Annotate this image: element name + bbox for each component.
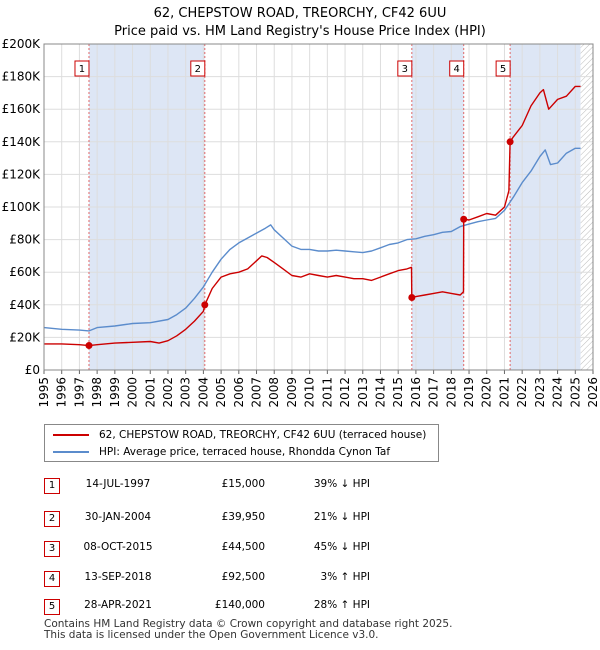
legend-swatch-property xyxy=(53,434,89,436)
sale-price: £140,000 xyxy=(214,599,265,611)
sale-point xyxy=(408,293,416,301)
footer-licence: This data is licensed under the Open Gov… xyxy=(44,629,379,641)
sale-row: 5 28-APR-2021 £140,000 28% ↑ HPI xyxy=(0,596,600,626)
sale-point xyxy=(506,138,514,146)
y-tick-label: £200K xyxy=(2,37,42,51)
x-tick-label: 2009 xyxy=(285,377,299,408)
sale-date: 14-JUL-1997 xyxy=(85,478,151,490)
sale-number: 3 xyxy=(44,541,60,557)
legend-label-property: 62, CHEPSTOW ROAD, TREORCHY, CF42 6UU (t… xyxy=(99,429,427,441)
x-tick-label: 2019 xyxy=(462,377,476,408)
legend-label-hpi: HPI: Average price, terraced house, Rhon… xyxy=(99,446,391,458)
property-series-line xyxy=(44,85,581,347)
y-tick-label: £100K xyxy=(2,200,42,214)
x-tick-label: 2013 xyxy=(356,377,370,408)
x-tick-label: 1999 xyxy=(108,377,122,408)
sale-label-number: 2 xyxy=(195,64,201,75)
chart-subtitle: Price paid vs. HM Land Registry's House … xyxy=(114,24,486,39)
sale-number: 4 xyxy=(44,571,60,587)
x-tick-label: 2022 xyxy=(515,377,529,408)
sale-point xyxy=(460,215,468,223)
sale-label-box xyxy=(74,60,90,77)
sale-number: 1 xyxy=(44,478,60,494)
x-tick-label: 1996 xyxy=(55,377,69,408)
sale-hpi-change: 28% ↑ HPI xyxy=(313,599,370,611)
x-tick-label: 2026 xyxy=(586,377,600,408)
x-tick-label: 2007 xyxy=(250,377,264,408)
sale-date: 13-SEP-2018 xyxy=(84,571,152,583)
sale-date: 30-JAN-2004 xyxy=(84,511,152,523)
x-tick-label: 2024 xyxy=(551,377,565,408)
x-tick-label: 2002 xyxy=(161,377,175,408)
legend: 62, CHEPSTOW ROAD, TREORCHY, CF42 6UU (t… xyxy=(44,424,439,462)
x-tick-label: 1998 xyxy=(90,377,104,408)
y-tick-label: £120K xyxy=(2,167,42,181)
y-tick-label: £0 xyxy=(25,363,40,377)
y-tick-label: £180K xyxy=(2,70,42,84)
x-tick-label: 2005 xyxy=(214,377,228,408)
sale-point xyxy=(85,342,93,350)
x-tick-label: 2017 xyxy=(427,377,441,408)
x-tick-label: 2016 xyxy=(409,377,423,408)
legend-item-hpi: HPI: Average price, terraced house, Rhon… xyxy=(53,444,390,460)
sale-row: 1 14-JUL-1997 £15,000 39% ↓ HPI xyxy=(0,475,600,505)
x-tick-label: 2015 xyxy=(391,377,405,408)
sale-label-number: 5 xyxy=(500,64,506,75)
sale-row: 2 30-JAN-2004 £39,950 21% ↓ HPI xyxy=(0,508,600,538)
x-tick-label: 2003 xyxy=(179,377,193,408)
sale-hpi-change: 3% ↑ HPI xyxy=(320,571,370,583)
y-tick-label: £140K xyxy=(2,135,42,149)
sale-label-box xyxy=(397,60,413,77)
x-tick-label: 2008 xyxy=(267,377,281,408)
x-tick-label: 2023 xyxy=(533,377,547,408)
sale-price: £15,000 xyxy=(221,478,265,490)
y-tick-label: £160K xyxy=(2,102,42,116)
sale-number: 5 xyxy=(44,599,60,615)
sale-label-number: 1 xyxy=(79,64,85,75)
sale-label-box xyxy=(190,60,206,77)
sale-row: 4 13-SEP-2018 £92,500 3% ↑ HPI xyxy=(0,568,600,598)
legend-item-property: 62, CHEPSTOW ROAD, TREORCHY, CF42 6UU (t… xyxy=(53,427,426,443)
x-tick-label: 2025 xyxy=(568,377,582,408)
y-tick-label: £80K xyxy=(9,233,41,247)
y-tick-label: £20K xyxy=(9,330,41,344)
y-tick-label: £40K xyxy=(9,298,41,312)
x-tick-label: 2012 xyxy=(338,377,352,408)
sale-price: £44,500 xyxy=(221,541,265,553)
sale-price: £92,500 xyxy=(221,571,265,583)
y-tick-label: £60K xyxy=(9,265,41,279)
footer-copyright: Contains HM Land Registry data © Crown c… xyxy=(44,618,453,630)
x-tick-label: 2021 xyxy=(497,377,511,408)
sale-hpi-change: 21% ↓ HPI xyxy=(313,511,370,523)
hpi-series-line xyxy=(43,147,581,332)
x-tick-label: 2011 xyxy=(320,377,334,408)
sale-hpi-change: 45% ↓ HPI xyxy=(313,541,370,553)
x-tick-label: 2006 xyxy=(232,377,246,408)
sale-date: 28-APR-2021 xyxy=(84,599,152,611)
sale-point xyxy=(201,301,209,309)
sale-row: 3 08-OCT-2015 £44,500 45% ↓ HPI xyxy=(0,538,600,568)
sale-price: £39,950 xyxy=(221,511,265,523)
price-chart: £0 £20K £40K £60K £80K £100K £120K £140K £160K £1… xyxy=(2,37,600,408)
sale-label-number: 3 xyxy=(402,64,408,75)
sale-number: 2 xyxy=(44,511,60,527)
sale-label-box xyxy=(495,60,511,77)
x-tick-label: 1995 xyxy=(37,377,51,408)
sale-date: 08-OCT-2015 xyxy=(83,541,153,553)
x-tick-label: 2020 xyxy=(480,377,494,408)
legend-swatch-hpi xyxy=(53,451,89,453)
sale-label-box xyxy=(449,60,465,77)
x-tick-label: 2014 xyxy=(373,377,387,408)
plot-frame xyxy=(43,43,594,371)
x-tick-label: 2000 xyxy=(126,377,140,408)
sale-hpi-change: 39% ↓ HPI xyxy=(313,478,370,490)
x-tick-label: 2001 xyxy=(143,377,157,408)
x-tick-label: 2010 xyxy=(303,377,317,408)
chart-title: 62, CHEPSTOW ROAD, TREORCHY, CF42 6UU xyxy=(153,6,447,21)
x-tick-label: 1997 xyxy=(72,377,86,408)
sale-label-number: 4 xyxy=(454,64,460,75)
x-tick-label: 2018 xyxy=(444,377,458,408)
x-tick-label: 2004 xyxy=(196,377,210,408)
